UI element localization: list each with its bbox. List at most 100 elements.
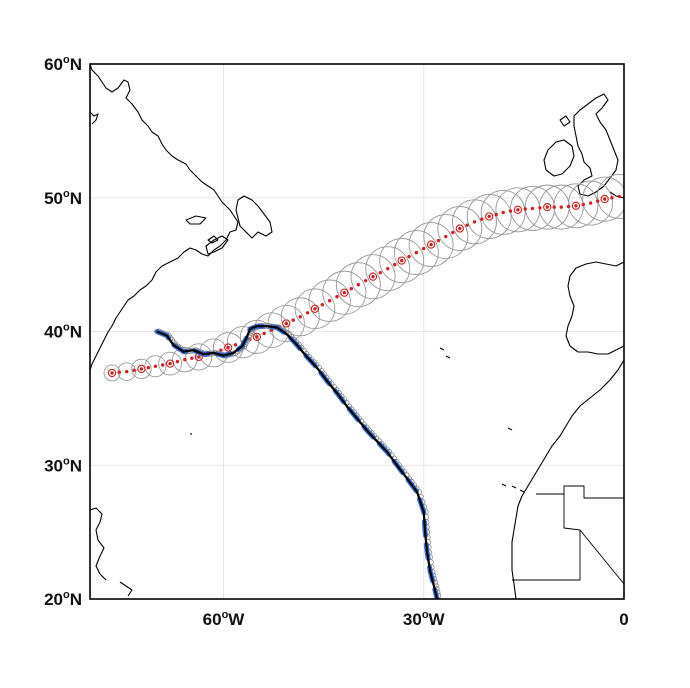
track-dot — [407, 254, 411, 259]
track-dot — [538, 206, 542, 210]
axis-tick-labels: 20oN 30oN 40oN 50oN 60oN 60oW 30oW 0 — [44, 54, 629, 629]
track-dot — [305, 311, 310, 315]
uncertainty-circle — [596, 173, 624, 219]
track-dot — [472, 220, 477, 224]
track-ring — [485, 212, 494, 221]
uncertainty-circle — [582, 176, 624, 222]
coastline-pei — [207, 235, 219, 244]
track-ring — [513, 205, 523, 214]
track-dot — [168, 361, 172, 366]
track-dot — [139, 367, 144, 371]
uncertainty-circle — [423, 214, 469, 259]
uncertainty-circle — [379, 238, 425, 284]
track-dot — [602, 197, 607, 201]
track-ring — [426, 240, 436, 249]
track-ring — [455, 224, 464, 233]
track-dot — [298, 315, 302, 319]
uncertainty-circle — [308, 279, 351, 322]
track-ring — [397, 256, 406, 265]
track-dot — [422, 246, 426, 251]
track-dot — [429, 242, 433, 247]
track-dot — [175, 359, 180, 364]
track-dot — [320, 303, 324, 307]
coastline-north-america — [90, 64, 239, 371]
track-dot — [516, 208, 520, 212]
coastline-caribbean — [90, 507, 107, 581]
uncertainty-circle — [365, 246, 411, 292]
uncertainty-circle — [144, 355, 167, 378]
lat-tick-label: 60oN — [44, 54, 82, 74]
lat-tick-label: 30oN — [44, 455, 82, 475]
track-dot — [335, 295, 339, 299]
track-dot — [284, 321, 288, 326]
track-ring — [600, 194, 609, 204]
track-dot — [161, 363, 165, 367]
track-dot — [327, 299, 332, 303]
uncertainty-circle — [437, 206, 483, 251]
track-dot — [349, 287, 354, 291]
border-mauritania — [512, 494, 624, 585]
track-ring — [224, 343, 233, 352]
track-dot — [480, 217, 484, 221]
track-dot — [190, 356, 194, 360]
coastline-europe — [609, 191, 624, 199]
uncertainty-circle — [131, 358, 152, 380]
lon-tick-label: 0 — [619, 610, 628, 629]
uncertainty-circle — [466, 194, 512, 239]
coastline-islands-sw — [119, 581, 133, 597]
uncertainty-circle — [393, 230, 439, 276]
track-dot — [436, 238, 441, 243]
tracks — [103, 173, 624, 599]
track-dot — [414, 250, 419, 255]
coastline-anticosti — [185, 215, 207, 225]
lat-tick-label: 40oN — [44, 322, 82, 342]
track-dot — [494, 212, 498, 217]
uncertainty-circle — [280, 297, 320, 337]
coastline-nova-scotia — [205, 235, 229, 255]
coastline-madeira — [507, 427, 513, 431]
track-dot — [342, 291, 347, 295]
track-dot — [262, 331, 266, 336]
uncertainty-circle — [158, 351, 182, 376]
lon-tick-label: 60oW — [203, 609, 246, 629]
lon-tick-label: 30oW — [403, 609, 446, 629]
uncertainty-circle — [408, 222, 454, 268]
track-dot — [363, 278, 368, 283]
graticule — [90, 64, 624, 599]
coastline-top-left — [90, 111, 99, 125]
track-dot — [458, 226, 462, 231]
track-ring — [165, 359, 175, 368]
track-dot — [465, 223, 469, 227]
track-dot — [356, 282, 361, 287]
track-dot — [146, 365, 151, 370]
coastline-scotland-islands — [559, 115, 571, 127]
track-dot — [501, 210, 505, 215]
track-dot — [400, 258, 404, 263]
track-dot — [487, 214, 491, 219]
track-dot — [110, 371, 114, 375]
track-dot — [197, 355, 201, 359]
track-ring — [571, 201, 581, 210]
coastline-africa — [511, 359, 624, 599]
uncertainty-circle — [322, 270, 367, 315]
track-dot — [530, 206, 535, 211]
track-dot — [313, 307, 317, 311]
uncertainty-circle — [294, 288, 336, 330]
border-western-sahara — [536, 485, 624, 499]
track-dot — [378, 270, 383, 275]
uncertainty-circle — [185, 343, 213, 371]
track-dot — [581, 202, 585, 207]
track-ring — [252, 332, 262, 341]
track-dot — [574, 204, 578, 208]
track-dot — [132, 368, 136, 372]
track-dot — [291, 318, 295, 322]
drifter-track — [156, 325, 439, 599]
track-dot — [545, 205, 549, 209]
track-dot — [226, 345, 230, 350]
track-dot — [233, 343, 238, 347]
coastline-azores-1 — [439, 347, 445, 351]
coastline-newfoundland — [235, 195, 273, 239]
map-frame — [89, 63, 625, 600]
track-dot — [371, 274, 375, 279]
track-dot — [117, 370, 122, 374]
